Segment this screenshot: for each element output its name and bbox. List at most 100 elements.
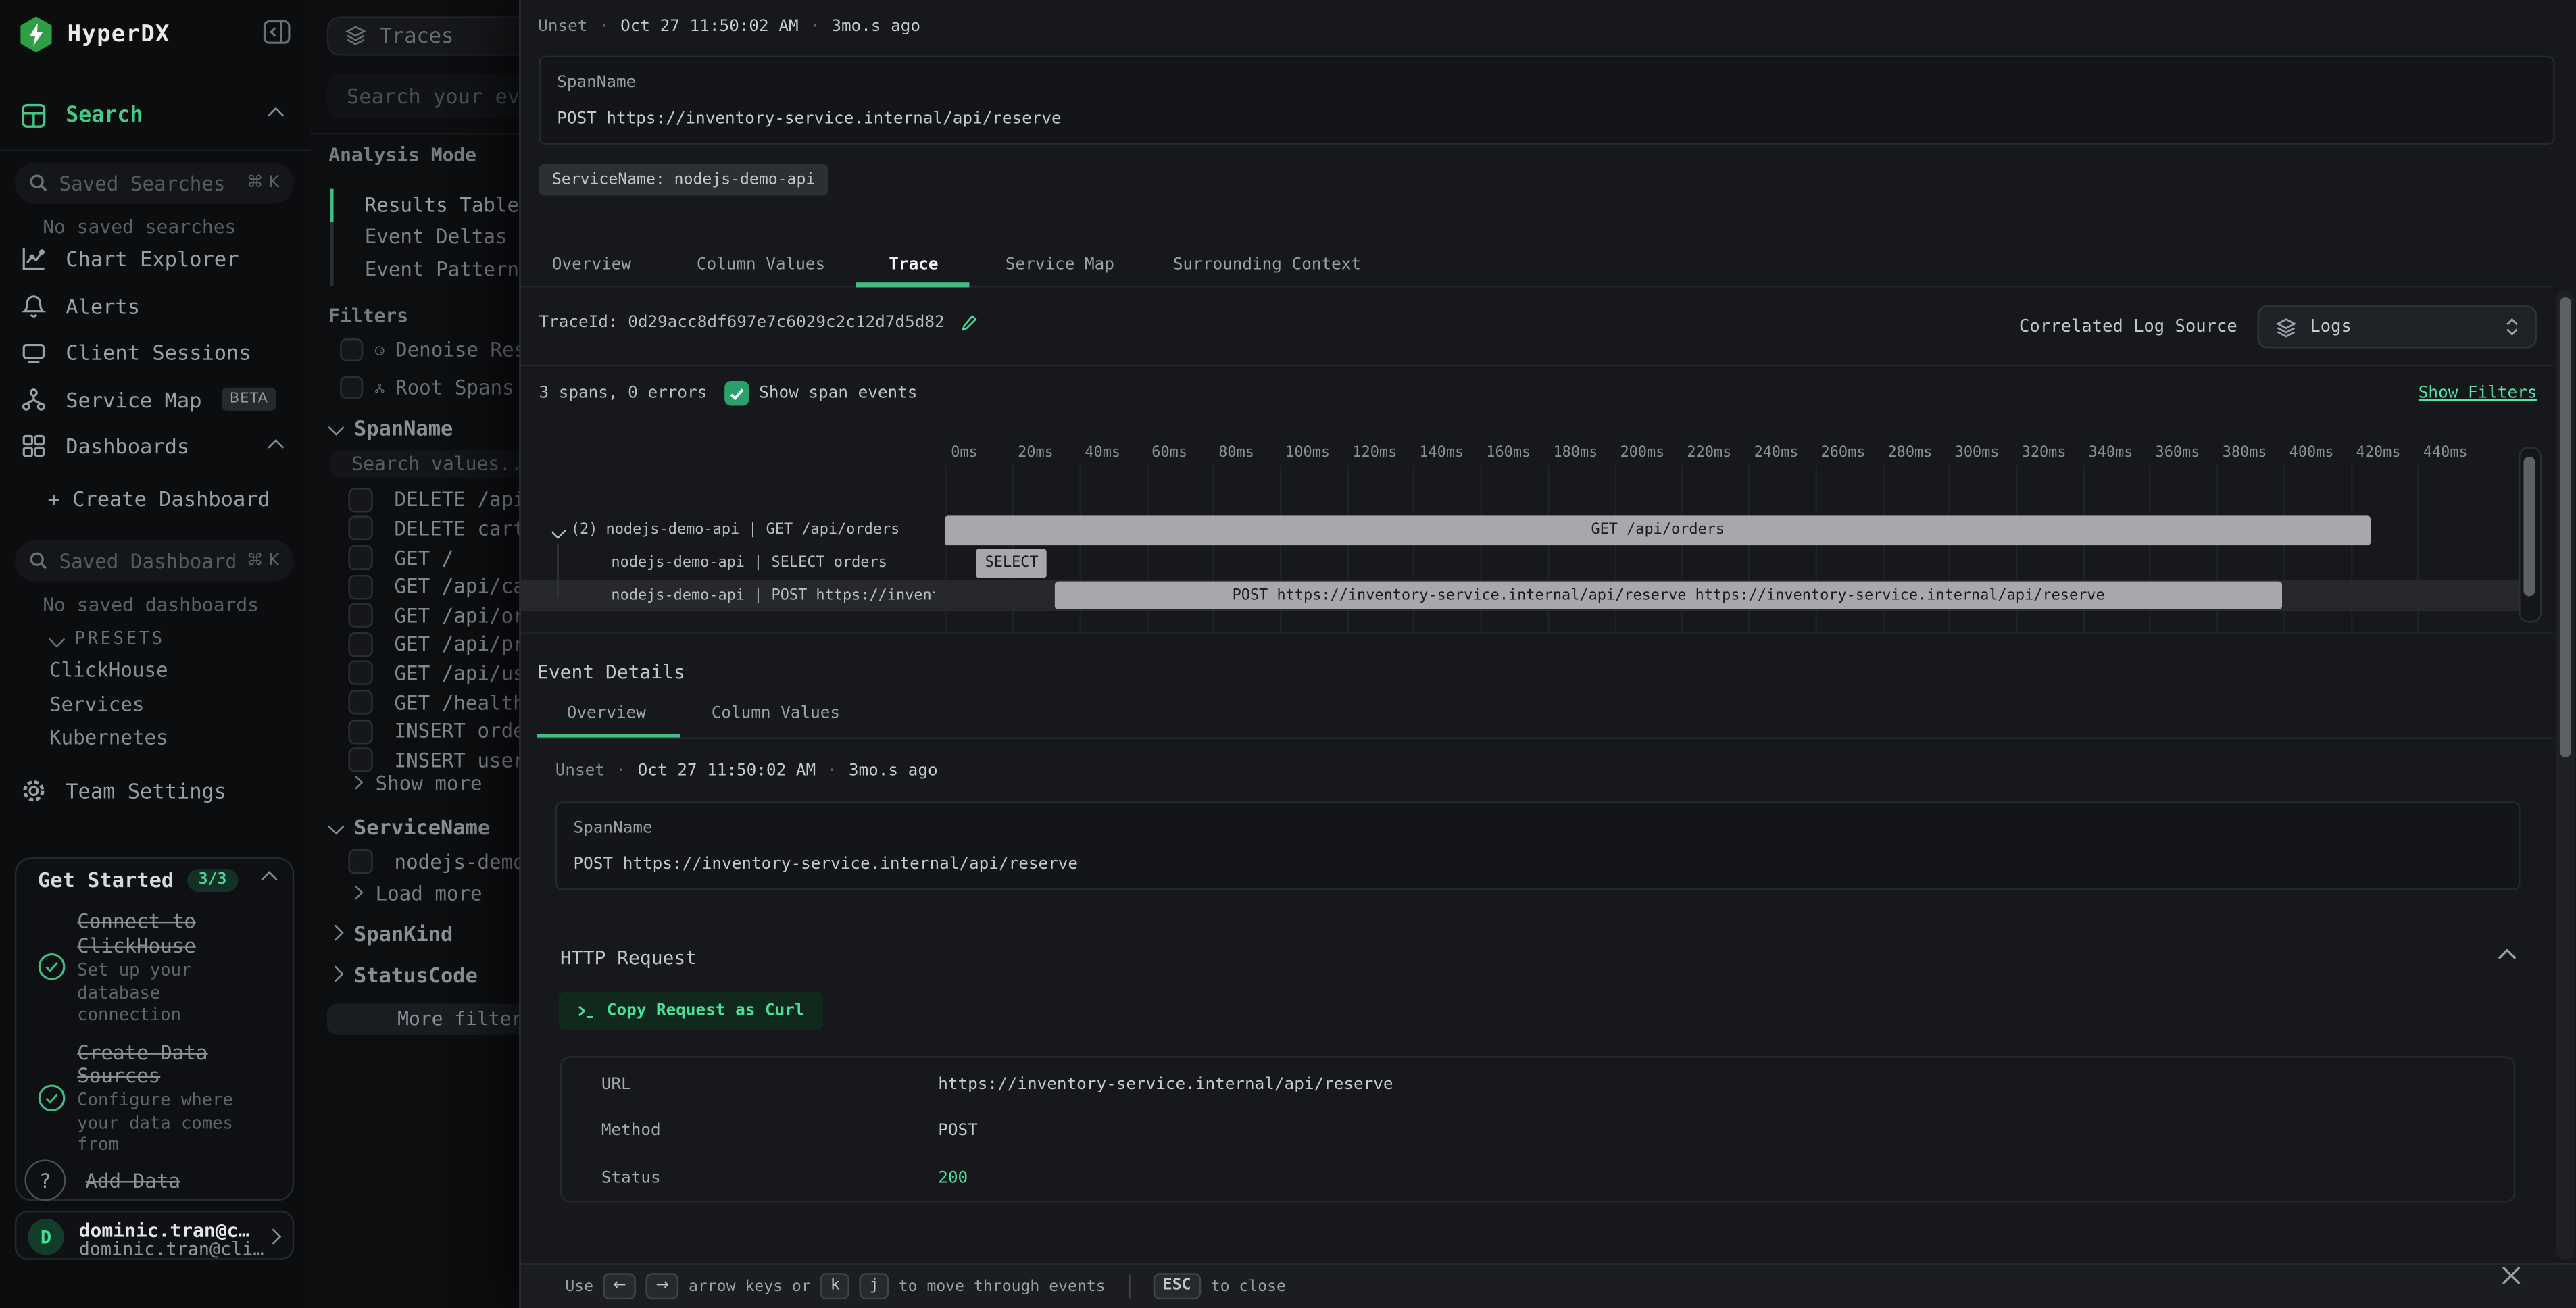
spankind-group-header[interactable]: SpanKind bbox=[328, 921, 453, 947]
spanname-group-header[interactable]: SpanName bbox=[328, 416, 453, 441]
more-filters-button[interactable]: More filters bbox=[326, 1003, 551, 1034]
layers-icon bbox=[345, 26, 366, 45]
separator: · bbox=[616, 762, 626, 780]
sidebar-item-chart-explorer[interactable]: Chart Explorer bbox=[0, 236, 311, 282]
severity-label: Unset bbox=[538, 18, 588, 36]
close-icon[interactable] bbox=[2500, 1264, 2522, 1286]
span-duration-bar[interactable]: SELECT bbox=[976, 549, 1047, 578]
timeline-scrollbar-thumb[interactable] bbox=[2523, 456, 2535, 597]
tab-surrounding-context[interactable]: Surrounding Context bbox=[1172, 256, 1362, 275]
preset-item[interactable]: Services bbox=[49, 692, 145, 715]
modal-scrollbar[interactable] bbox=[2556, 291, 2575, 1260]
spanname-value-row[interactable]: INSERT orders bbox=[311, 717, 551, 746]
timeline-tick-label: 40ms bbox=[1085, 445, 1121, 462]
get-started-header[interactable]: Get Started 3/3 bbox=[38, 867, 277, 892]
preset-item[interactable]: ClickHouse bbox=[49, 659, 168, 682]
tab-service-map[interactable]: Service Map bbox=[1005, 256, 1114, 275]
sidebar-collapse-icon[interactable] bbox=[263, 20, 291, 44]
user-name: dominic.tran@c… bbox=[78, 1217, 250, 1241]
spanname-value-row[interactable]: GET /api/products bbox=[311, 630, 550, 659]
esc-key[interactable]: ESC bbox=[1153, 1273, 1202, 1300]
sidebar-nav: Chart Explorer Alerts Client Sessions Se… bbox=[0, 236, 311, 470]
group-label: SpanKind bbox=[353, 921, 453, 947]
spanname-value-row[interactable]: DELETE cart bbox=[311, 514, 551, 543]
get-started-step-title[interactable]: Connect to bbox=[77, 909, 196, 933]
preset-item[interactable]: Kubernetes bbox=[49, 726, 168, 749]
root-spans-only-toggle[interactable]: Root Spans Only bbox=[311, 369, 550, 407]
http-request-rows: URL https://inventory-service.internal/ap… bbox=[562, 1058, 2513, 1201]
show-span-events-control[interactable]: Show span events bbox=[724, 381, 917, 406]
get-started-step-title: ClickHouse bbox=[77, 934, 196, 957]
spanname-value-row[interactable]: GET /health bbox=[311, 688, 551, 717]
spanname-value-row[interactable]: GET /api/users bbox=[311, 659, 550, 688]
events-search-input[interactable]: Search your events... bbox=[326, 73, 551, 119]
servicename-group-header[interactable]: ServiceName bbox=[328, 815, 490, 839]
denoise-results-toggle[interactable]: Denoise Results bbox=[311, 331, 550, 369]
timeline-tick-label: 120ms bbox=[1352, 445, 1397, 462]
span-duration-bar[interactable]: POST https://inventory-service.internal/… bbox=[1054, 581, 2283, 610]
tab-ed-column-values[interactable]: Column Values bbox=[711, 705, 841, 723]
saved-searches-input[interactable]: Saved Searches ⌘ K bbox=[14, 162, 295, 204]
spanname-value-row[interactable]: GET /api/orders bbox=[311, 601, 550, 630]
left-arrow-key[interactable]: ← bbox=[603, 1273, 637, 1300]
expander-chevron-icon[interactable] bbox=[551, 523, 565, 539]
tab-ed-overview[interactable]: Overview bbox=[566, 705, 646, 723]
analysis-mode-option[interactable]: Results Table bbox=[330, 188, 551, 222]
show-filters-link[interactable]: Show Filters bbox=[2418, 384, 2537, 403]
trace-span-row[interactable]: nodejs-demo-api | SELECT orders SELECT bbox=[521, 547, 2519, 580]
analysis-mode-option[interactable]: Event Deltas bbox=[330, 221, 551, 253]
hint-text: arrow keys or bbox=[688, 1277, 811, 1296]
sidebar-item-alerts[interactable]: Alerts bbox=[0, 282, 311, 329]
event-timestamp: Oct 27 11:50:02 AM bbox=[620, 18, 799, 36]
spanname-value-row[interactable]: GET / bbox=[311, 543, 551, 572]
analysis-mode-option[interactable]: Event Patterns bbox=[330, 253, 551, 285]
edit-pencil-icon[interactable] bbox=[961, 313, 977, 332]
servicename-load-more[interactable]: Load more bbox=[311, 880, 551, 907]
sidebar-item-search[interactable]: Search bbox=[0, 92, 311, 139]
log-source-value: Logs bbox=[2310, 317, 2352, 337]
sidebar-item-team-settings[interactable]: Team Settings bbox=[0, 767, 311, 813]
right-arrow-key[interactable]: → bbox=[645, 1273, 679, 1300]
spanname-value-row[interactable]: DELETE /api/cart bbox=[311, 486, 550, 515]
timeline-tick-label: 160ms bbox=[1486, 445, 1531, 462]
get-started-step-title[interactable]: Add Data bbox=[85, 1169, 180, 1193]
event-meta: Unset · Oct 27 11:50:02 AM · 3mo.s ago bbox=[538, 18, 920, 36]
log-source-select[interactable]: Logs bbox=[2257, 305, 2537, 349]
section-collapse-icon[interactable] bbox=[2498, 948, 2517, 961]
j-key[interactable]: j bbox=[860, 1273, 889, 1300]
spanname-show-more[interactable]: Show more bbox=[311, 770, 551, 797]
modal-scrollbar-thumb[interactable] bbox=[2559, 297, 2571, 757]
source-select[interactable]: Traces bbox=[326, 16, 551, 55]
spanname-value-row[interactable]: GET /api/cart bbox=[311, 572, 551, 601]
timeline-gridline bbox=[1748, 465, 1750, 633]
trace-span-row[interactable]: nodejs-demo-api | POST https://inventory… bbox=[520, 579, 2519, 612]
spanname-value-row[interactable]: INSERT users bbox=[311, 746, 551, 775]
tab-trace[interactable]: Trace bbox=[889, 256, 939, 275]
copy-request-as-curl-button[interactable]: Copy Request as Curl bbox=[558, 992, 824, 1030]
sidebar-item-dashboards[interactable]: Dashboards bbox=[0, 423, 311, 470]
spanname-search-input[interactable]: Search values... bbox=[330, 449, 539, 478]
timeline-tick-label: 80ms bbox=[1218, 445, 1254, 462]
statuscode-group-header[interactable]: StatusCode bbox=[328, 963, 478, 987]
timeline-gridline bbox=[1547, 465, 1550, 633]
timeline-scrollbar[interactable] bbox=[2519, 447, 2542, 623]
question-circle-icon[interactable]: ? bbox=[24, 1159, 66, 1201]
create-dashboard-button[interactable]: + Create Dashboard bbox=[47, 486, 270, 511]
k-key[interactable]: k bbox=[820, 1273, 850, 1300]
tab-overview[interactable]: Overview bbox=[551, 256, 632, 275]
span-duration-bar[interactable]: GET /api/orders bbox=[945, 516, 2371, 546]
servicename-value-row[interactable]: nodejs-demo-api bbox=[311, 848, 550, 877]
chevron-up-icon bbox=[268, 107, 284, 123]
user-card[interactable]: D dominic.tran@c… dominic.tran@cli… bbox=[14, 1210, 295, 1260]
saved-dashboards-input[interactable]: Saved Dashboards ⌘ K bbox=[14, 540, 295, 582]
tab-column-values[interactable]: Column Values bbox=[696, 256, 826, 275]
sidebar-item-service-map[interactable]: Service Map BETA bbox=[0, 376, 311, 423]
servicename-tag[interactable]: ServiceName: nodejs-demo-api bbox=[539, 164, 828, 196]
sidebar-item-client-sessions[interactable]: Client Sessions bbox=[0, 329, 311, 376]
app-title: HyperDX bbox=[67, 21, 170, 48]
get-started-step-title[interactable]: Create Data bbox=[77, 1040, 208, 1064]
trace-span-row[interactable]: (2) nodejs-demo-api | GET /api/orders GET … bbox=[521, 515, 2519, 547]
presets-header[interactable]: PRESETS bbox=[49, 629, 164, 649]
divider bbox=[310, 132, 551, 135]
